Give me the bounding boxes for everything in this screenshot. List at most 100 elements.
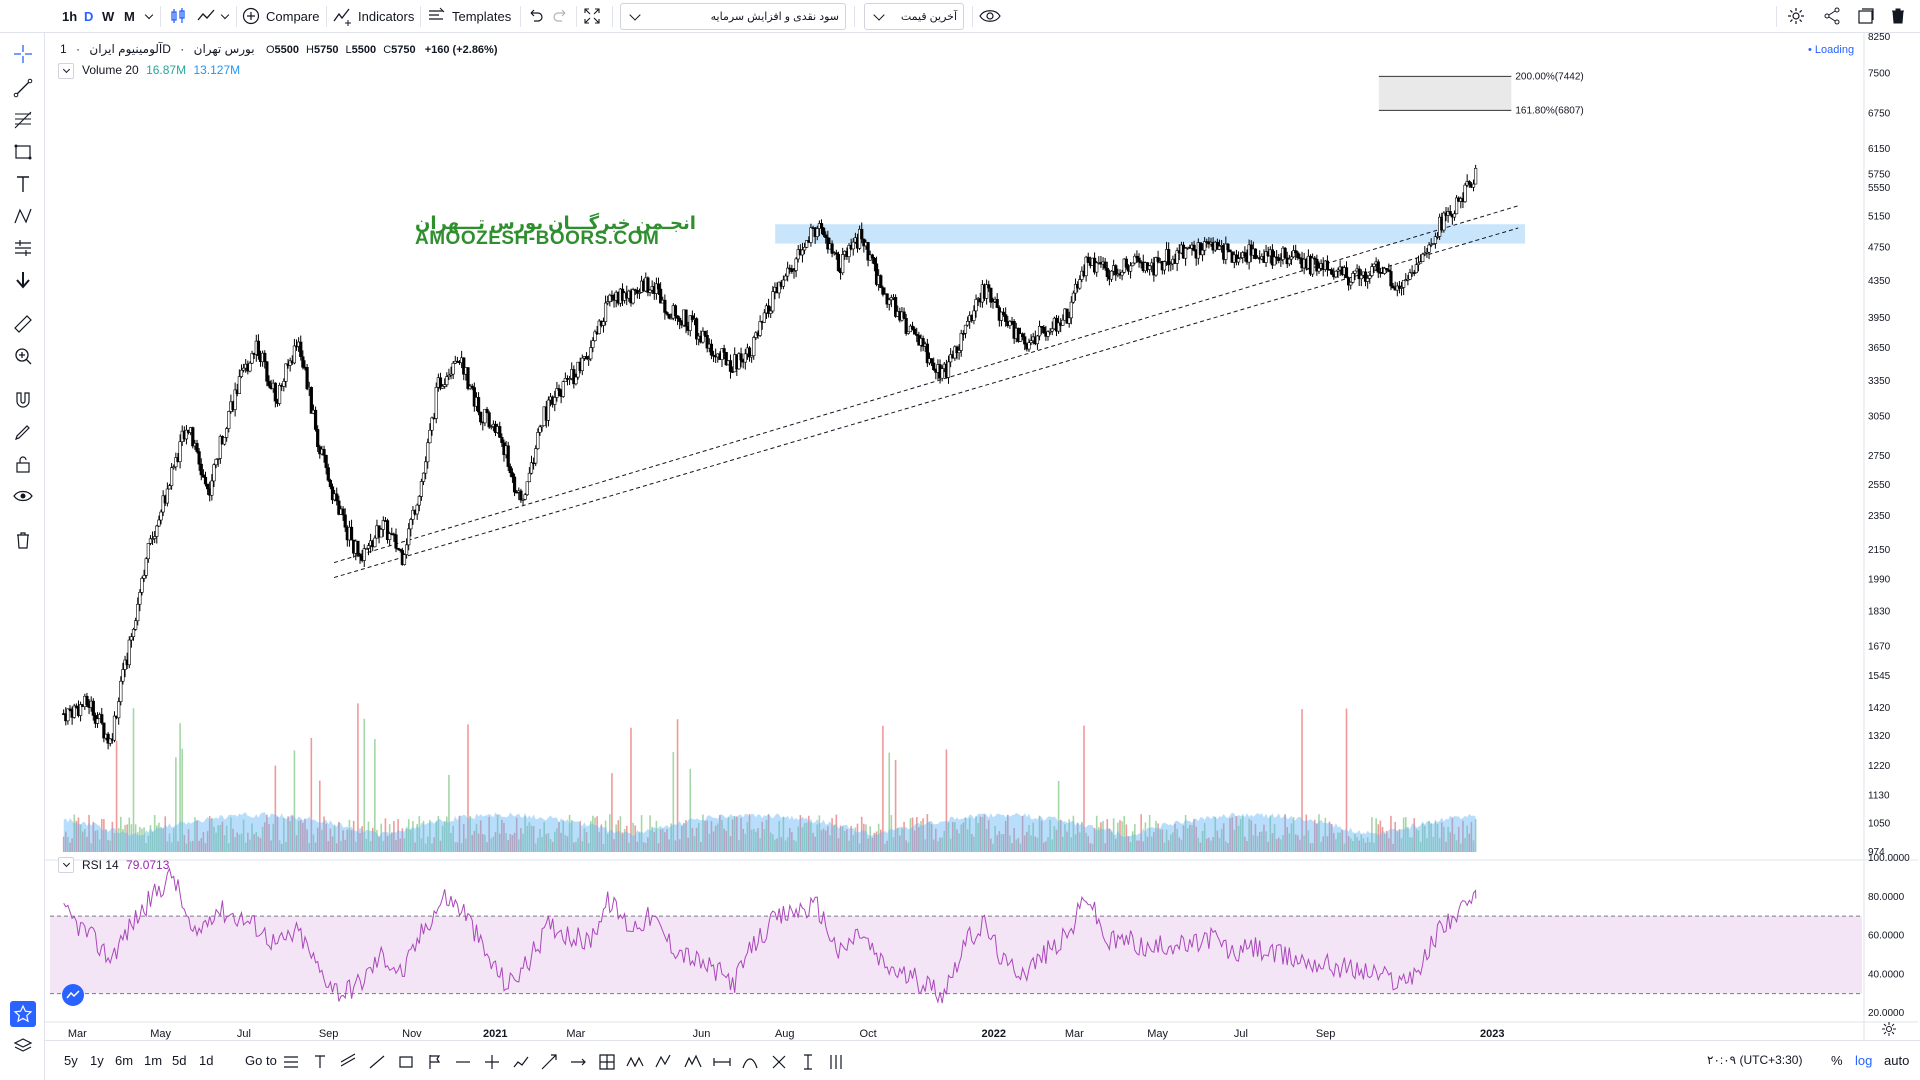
volume-bar: [479, 820, 482, 852]
log-toggle[interactable]: log: [1855, 1053, 1873, 1068]
chart-canvas[interactable]: 8250 7500 6750 6150 5750 5550 5150 4750 4350 3950…: [45, 33, 1920, 1040]
candle-body: [1056, 322, 1061, 332]
path-icon[interactable]: [508, 1049, 534, 1075]
line-icon[interactable]: [364, 1049, 390, 1075]
wave-icon[interactable]: [622, 1049, 648, 1075]
tradingview-logo-icon[interactable]: [62, 984, 84, 1006]
flag-icon[interactable]: [422, 1049, 448, 1075]
candle-body: [910, 325, 915, 330]
vline-icon[interactable]: [795, 1049, 821, 1075]
magnet-icon[interactable]: [10, 387, 36, 413]
candle-body: [1463, 184, 1467, 203]
chart-type-dropdown-icon[interactable]: [218, 0, 232, 32]
visibility-eye-icon[interactable]: [10, 483, 36, 509]
range-1d[interactable]: 1d: [199, 1053, 214, 1068]
interval-m[interactable]: M: [124, 8, 135, 24]
volume-bar: [96, 829, 99, 852]
candle-body: [445, 376, 449, 385]
rectangle-icon[interactable]: [10, 139, 36, 165]
xabcd-icon[interactable]: [680, 1049, 706, 1075]
candle-body: [540, 425, 544, 428]
candle-style-icon[interactable]: [168, 0, 188, 32]
percent-toggle[interactable]: %: [1831, 1053, 1843, 1068]
auto-toggle[interactable]: auto: [1884, 1053, 1910, 1068]
candle-body: [216, 458, 220, 460]
trend-line-icon[interactable]: [10, 75, 36, 101]
cross-icon[interactable]: [479, 1049, 505, 1075]
volume-bar: [492, 836, 495, 852]
bars-icon[interactable]: [823, 1049, 849, 1075]
range-6m[interactable]: 6m: [115, 1053, 134, 1068]
undo-icon[interactable]: [526, 0, 544, 32]
grid-icon[interactable]: [594, 1049, 620, 1075]
layers-icon[interactable]: [10, 1033, 36, 1059]
candle-body: [739, 353, 743, 361]
volume-bar: [958, 833, 960, 852]
candle-body: [178, 441, 182, 462]
rsi-collapse-button[interactable]: [58, 857, 74, 873]
drawing-mode-icon[interactable]: [10, 419, 36, 445]
ruler-icon[interactable]: [10, 311, 36, 337]
candle-body: [1046, 331, 1050, 337]
compare-button[interactable]: Compare: [242, 0, 319, 32]
settings-gear-icon[interactable]: [1786, 0, 1806, 32]
volume-bar: [752, 828, 755, 852]
redo-icon[interactable]: [552, 0, 570, 32]
text-icon[interactable]: [307, 1049, 333, 1075]
axis-settings-gear-icon[interactable]: [1880, 1020, 1898, 1043]
templates-button[interactable]: Templates: [426, 0, 511, 32]
prediction-icon[interactable]: [10, 235, 36, 261]
interval-1h[interactable]: 1h: [62, 8, 78, 24]
arrow-down-icon[interactable]: [10, 267, 36, 293]
candle-body: [487, 412, 491, 428]
lock-icon[interactable]: [10, 451, 36, 477]
ruler-h-icon[interactable]: [709, 1049, 735, 1075]
timezone-label[interactable]: ۲۰:۰۹ (UTC+3:30): [1707, 1053, 1803, 1067]
volume-bar: [151, 831, 154, 852]
interval-w[interactable]: W: [102, 8, 115, 24]
symbol-name[interactable]: آلومینیوم ایران: [89, 42, 163, 56]
range-5y[interactable]: 5y: [64, 1053, 78, 1068]
share-icon[interactable]: [1822, 0, 1842, 32]
range-5d[interactable]: 5d: [172, 1053, 187, 1068]
volume-bar: [156, 825, 158, 852]
range-1m[interactable]: 1m: [144, 1053, 163, 1068]
ray-icon[interactable]: [565, 1049, 591, 1075]
rsi-tick-label: 60.0000: [1868, 931, 1905, 942]
zoom-in-icon[interactable]: [10, 343, 36, 369]
line-style-icon[interactable]: [196, 0, 216, 32]
interval-dropdown-icon[interactable]: [142, 0, 156, 32]
goto-button[interactable]: Go to: [245, 1053, 277, 1068]
abc-icon[interactable]: [651, 1049, 677, 1075]
volume-bar: [960, 824, 963, 852]
fullscreen-icon[interactable]: [582, 0, 602, 32]
volume-bar: [484, 834, 486, 852]
volume-bar: [1294, 834, 1297, 852]
interval-d[interactable]: D: [84, 8, 94, 24]
fib-icon[interactable]: [278, 1049, 304, 1075]
channel-icon[interactable]: [335, 1049, 361, 1075]
arrow-icon[interactable]: [536, 1049, 562, 1075]
eye-icon[interactable]: [978, 0, 1002, 32]
range-1y[interactable]: 1y: [90, 1053, 104, 1068]
rect-icon[interactable]: [393, 1049, 419, 1075]
candle-body: [593, 331, 597, 341]
indicators-button[interactable]: Indicators: [332, 0, 414, 32]
price-tick-label: 3050: [1868, 412, 1891, 423]
favorites-star-icon[interactable]: [10, 1001, 36, 1027]
price-select[interactable]: آخرین قیمت: [864, 3, 964, 30]
curve-icon[interactable]: [737, 1049, 763, 1075]
volume-bar: [1460, 843, 1462, 852]
trash-icon[interactable]: [1888, 0, 1908, 32]
pattern-icon[interactable]: [10, 203, 36, 229]
volume-collapse-button[interactable]: [58, 63, 74, 79]
fib-retracement-icon[interactable]: [10, 107, 36, 133]
dividend-select[interactable]: سود نقدی و افزایش سرمایه: [620, 3, 846, 30]
text-tool-icon[interactable]: [10, 171, 36, 197]
hline-icon[interactable]: [450, 1049, 476, 1075]
volume-bar: [780, 837, 783, 852]
crosshair-icon[interactable]: [10, 41, 36, 67]
layout-icon[interactable]: [1856, 0, 1876, 32]
nodes-icon[interactable]: [766, 1049, 792, 1075]
remove-drawings-icon[interactable]: [10, 527, 36, 553]
